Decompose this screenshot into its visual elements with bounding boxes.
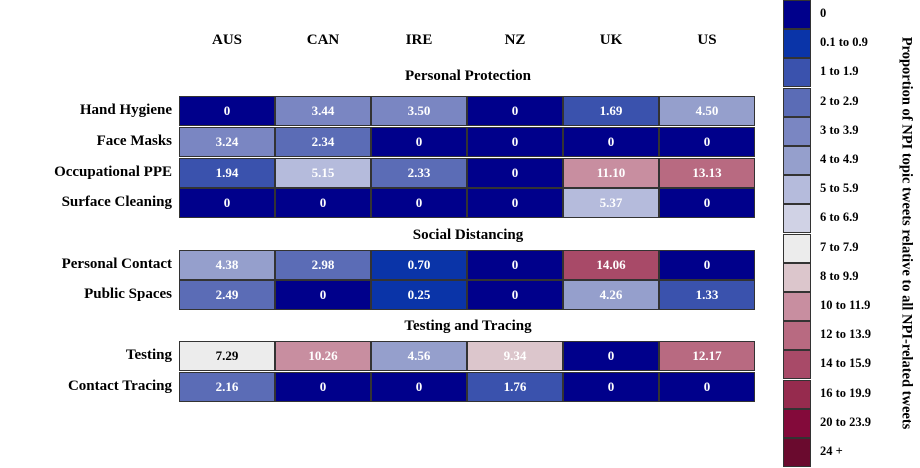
row-label: Contact Tracing bbox=[67, 378, 172, 394]
legend-swatch bbox=[783, 292, 811, 321]
row-label: Face Masks bbox=[96, 133, 172, 149]
legend-label: 7 to 7.9 bbox=[820, 239, 859, 254]
heatmap-cell: 1.33 bbox=[659, 280, 755, 310]
section-title: Social Distancing bbox=[412, 227, 524, 243]
heatmap-cell: 0 bbox=[179, 96, 275, 126]
column-header-uk: UK bbox=[599, 32, 623, 48]
legend-label: 4 to 4.9 bbox=[820, 152, 859, 166]
heatmap-cell: 5.15 bbox=[275, 158, 371, 188]
legend-swatch bbox=[783, 438, 811, 467]
heatmap-cell: 14.06 bbox=[563, 250, 659, 280]
heatmap-cell: 0 bbox=[467, 127, 563, 157]
row-label: Hand Hygiene bbox=[79, 102, 172, 118]
legend-swatch bbox=[783, 0, 811, 29]
heatmap-cell: 4.56 bbox=[371, 341, 467, 371]
legend-swatch bbox=[783, 58, 811, 88]
heatmap-cell: 0 bbox=[659, 127, 755, 157]
heatmap-cell: 4.26 bbox=[563, 280, 659, 310]
legend-label: 1 to 1.9 bbox=[820, 64, 859, 79]
heatmap-cell: 7.29 bbox=[179, 341, 275, 371]
heatmap-cell: 1.69 bbox=[563, 96, 659, 126]
heatmap-cell: 0 bbox=[371, 127, 467, 157]
legend-label: 12 to 13.9 bbox=[820, 327, 872, 342]
legend-swatch bbox=[783, 233, 811, 263]
legend-label: 24 + bbox=[820, 444, 843, 458]
heatmap-cell: 2.33 bbox=[371, 158, 467, 188]
legend-label: 14 to 15.9 bbox=[820, 356, 872, 371]
heatmap-cell: 4.50 bbox=[659, 96, 755, 126]
heatmap-cell: 3.24 bbox=[179, 127, 275, 157]
heatmap-cell: 12.17 bbox=[659, 341, 755, 371]
heatmap-cell: 0.25 bbox=[371, 280, 467, 310]
legend-swatch bbox=[783, 87, 811, 117]
legend-title: Proportion of NPI topic tweets relative … bbox=[898, 36, 915, 430]
heatmap-cell: 5.37 bbox=[563, 188, 659, 218]
heatmap-cell: 0 bbox=[371, 188, 467, 218]
heatmap-cell: 0 bbox=[659, 372, 755, 402]
heatmap-cell: 0 bbox=[371, 372, 467, 402]
heatmap-cell: 2.34 bbox=[275, 127, 371, 157]
legend-label: 5 to 5.9 bbox=[820, 181, 859, 196]
row-label: Testing bbox=[125, 347, 172, 363]
heatmap-cell: 10.26 bbox=[275, 341, 371, 371]
heatmap-cell: 2.49 bbox=[179, 280, 275, 310]
legend-label: 10 to 11.9 bbox=[820, 298, 871, 312]
heatmap-cell: 11.10 bbox=[563, 158, 659, 188]
legend-swatch bbox=[783, 29, 811, 59]
heatmap-cell: 0 bbox=[275, 372, 371, 402]
row-label: Personal Contact bbox=[61, 256, 172, 272]
heatmap-cell: 0 bbox=[467, 96, 563, 126]
heatmap-cell: 3.50 bbox=[371, 96, 467, 126]
heatmap-cell: 0 bbox=[659, 188, 755, 218]
heatmap-cell: 0 bbox=[275, 188, 371, 218]
legend-swatch bbox=[783, 350, 811, 380]
heatmap-cell: 0 bbox=[275, 280, 371, 310]
heatmap-cell: 0 bbox=[467, 250, 563, 280]
legend-swatch bbox=[783, 204, 811, 234]
heatmap-cell: 0 bbox=[659, 250, 755, 280]
legend-label: 2 to 2.9 bbox=[820, 93, 859, 108]
heatmap-cell: 0 bbox=[467, 280, 563, 310]
column-header-us: US bbox=[697, 32, 717, 48]
legend-label: 8 to 9.9 bbox=[820, 268, 859, 283]
legend-swatch bbox=[783, 146, 811, 175]
heatmap-cell: 0 bbox=[467, 158, 563, 188]
heatmap-cell: 0 bbox=[563, 341, 659, 371]
heatmap-cell: 1.94 bbox=[179, 158, 275, 188]
heatmap-cell: 2.16 bbox=[179, 372, 275, 402]
row-label: Public Spaces bbox=[84, 286, 172, 302]
column-header-nz: NZ bbox=[504, 32, 526, 48]
heatmap-cell: 1.76 bbox=[467, 372, 563, 402]
section-title: Testing and Tracing bbox=[404, 318, 532, 334]
legend-label: 3 to 3.9 bbox=[820, 122, 859, 137]
heatmap-cell: 2.98 bbox=[275, 250, 371, 280]
legend-swatch bbox=[783, 116, 811, 146]
legend-swatch bbox=[783, 321, 811, 351]
section-title: Personal Protection bbox=[405, 68, 531, 84]
legend-swatch bbox=[783, 175, 811, 205]
row-label: Surface Cleaning bbox=[61, 194, 172, 210]
heatmap-cell: 4.38 bbox=[179, 250, 275, 280]
legend-label: 0.1 to 0.9 bbox=[820, 35, 868, 50]
legend-label: 6 to 6.9 bbox=[820, 210, 859, 225]
legend-swatch bbox=[783, 262, 811, 292]
legend-label: 0 bbox=[820, 6, 827, 20]
heatmap-cell: 0.70 bbox=[371, 250, 467, 280]
heatmap-cell: 3.44 bbox=[275, 96, 371, 126]
heatmap-cell: 0 bbox=[563, 127, 659, 157]
column-header-aus: AUS bbox=[211, 32, 242, 48]
heatmap-cell: 0 bbox=[179, 188, 275, 218]
column-header-ire: IRE bbox=[405, 32, 433, 48]
legend-swatch bbox=[783, 379, 811, 409]
row-label: Occupational PPE bbox=[54, 164, 172, 180]
heatmap-cell: 13.13 bbox=[659, 158, 755, 188]
legend-swatch bbox=[783, 408, 811, 438]
heatmap-cell: 0 bbox=[467, 188, 563, 218]
heatmap-cell: 9.34 bbox=[467, 341, 563, 371]
legend-label: 20 to 23.9 bbox=[820, 414, 872, 429]
legend-label: 16 to 19.9 bbox=[820, 385, 872, 400]
column-header-can: CAN bbox=[306, 32, 340, 48]
heatmap-cell: 0 bbox=[563, 372, 659, 402]
